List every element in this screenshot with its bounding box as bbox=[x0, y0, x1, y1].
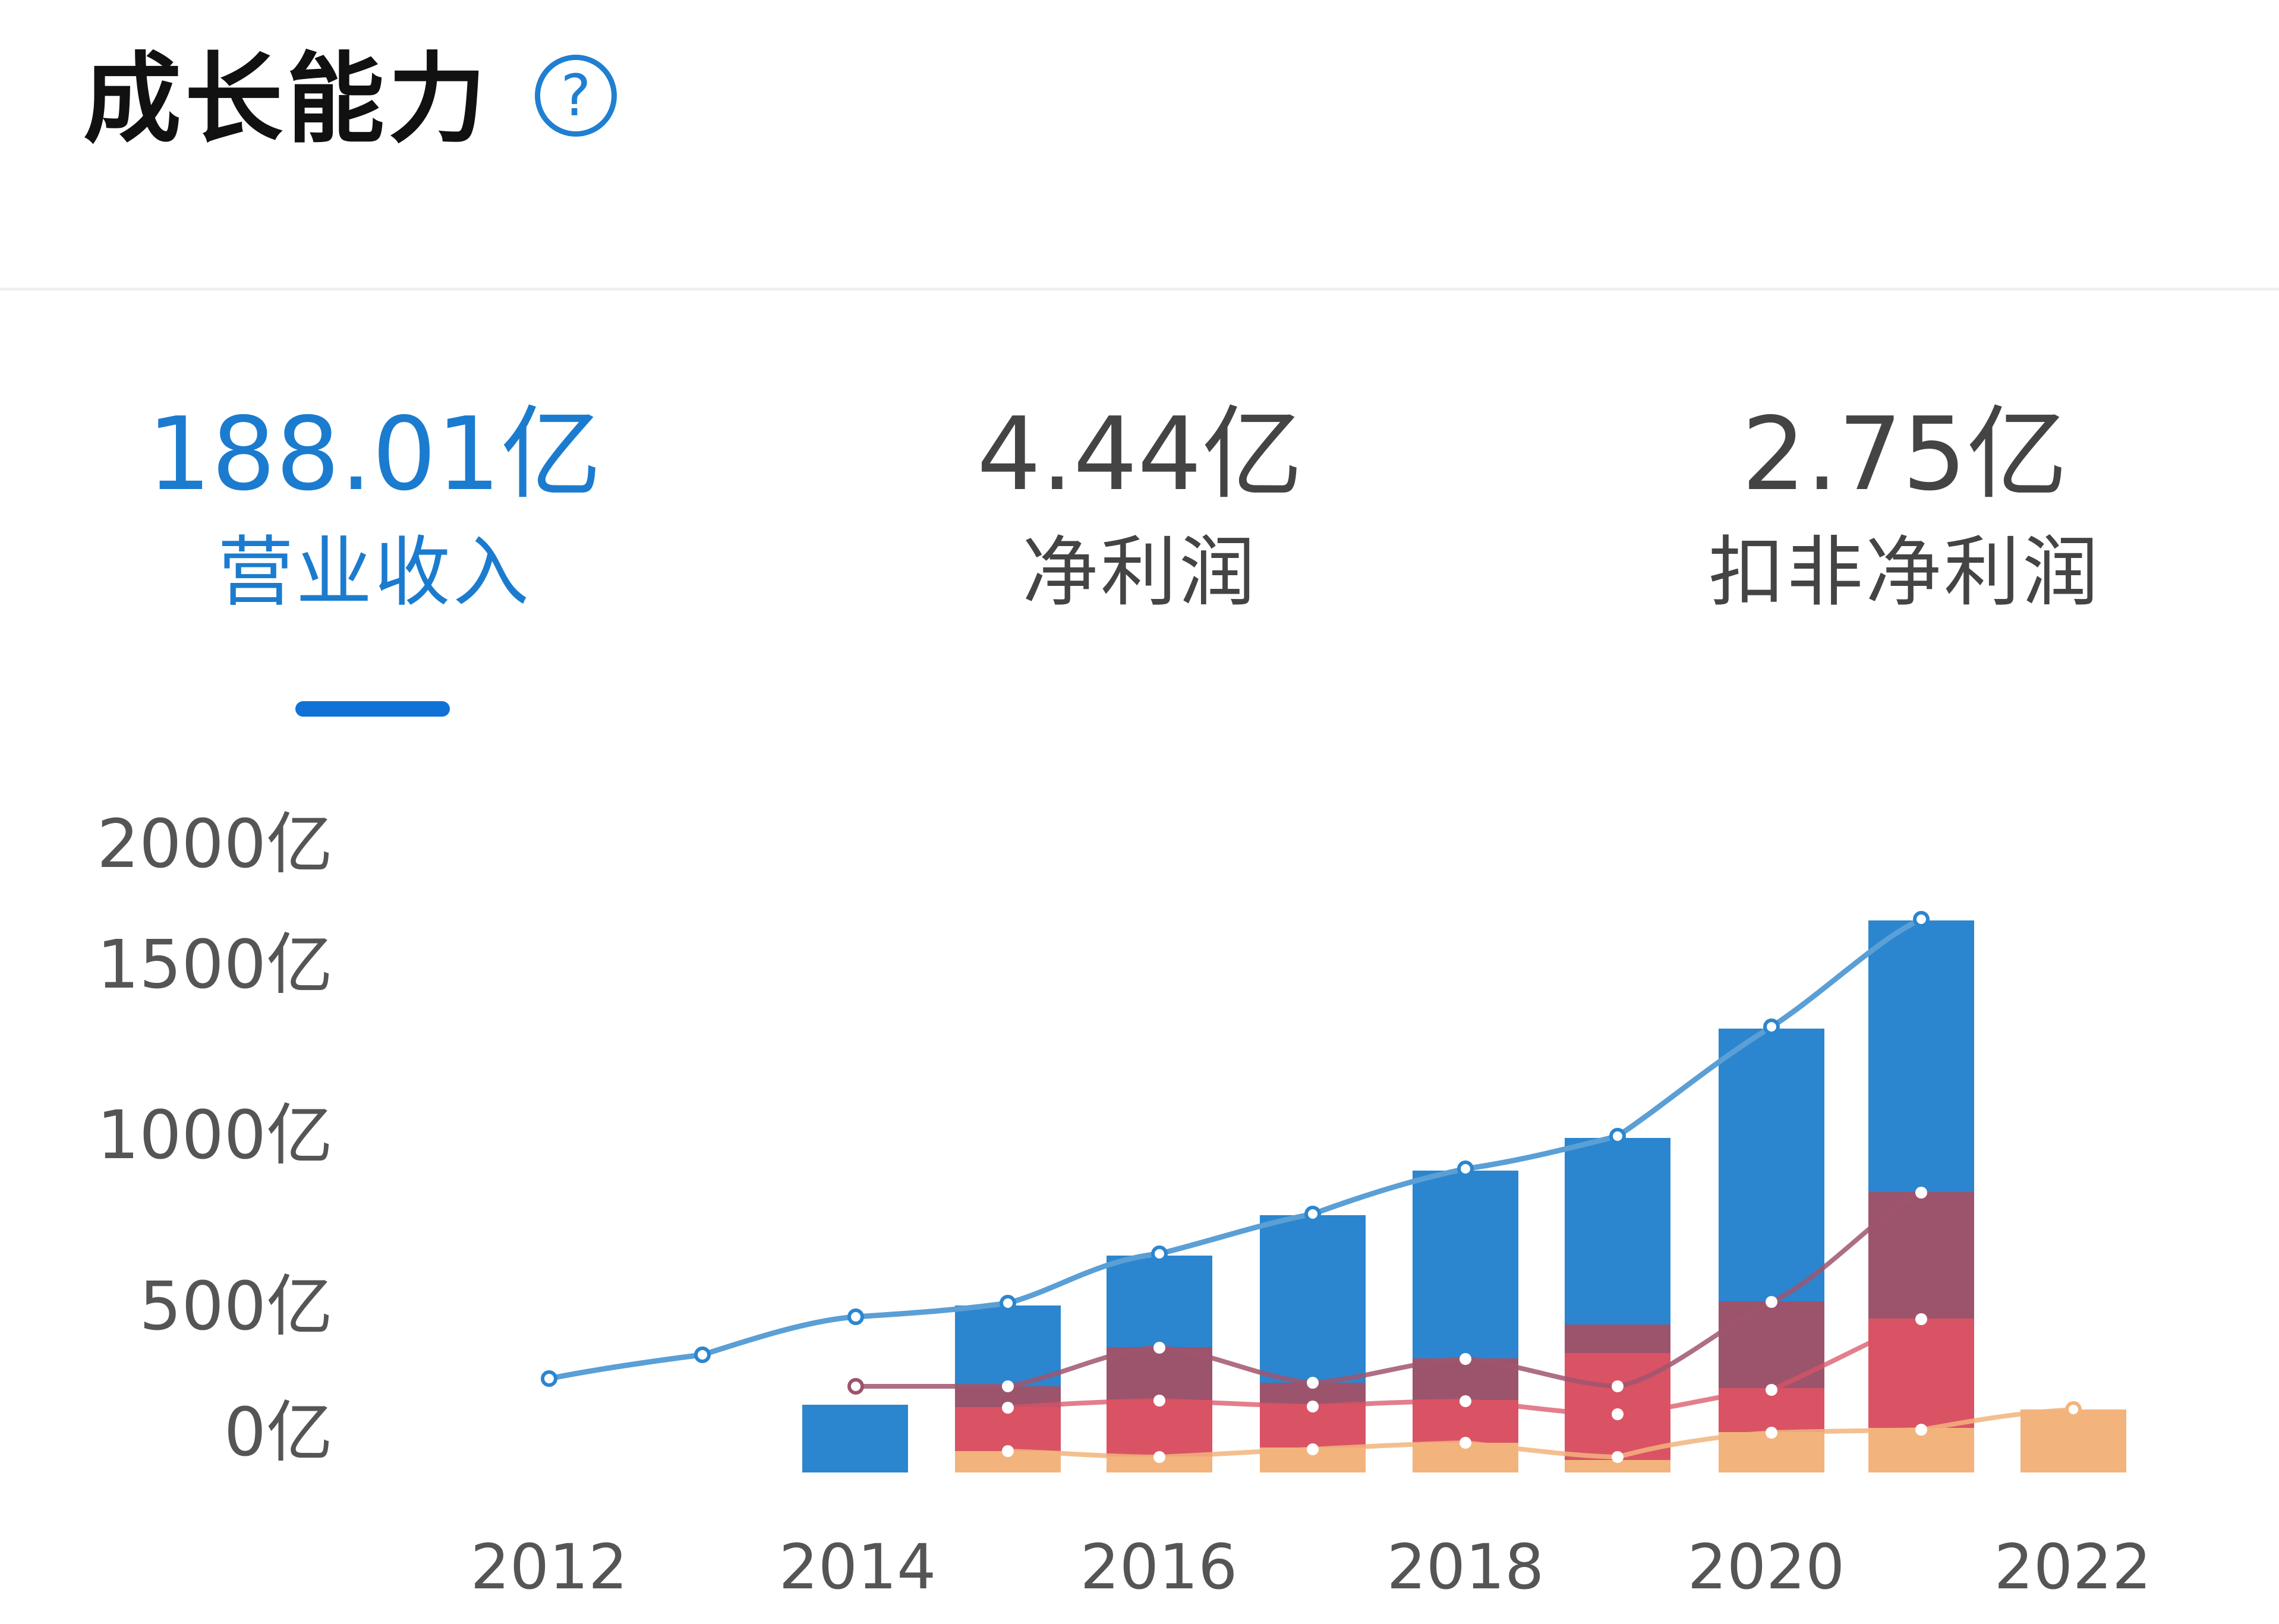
question-circle-icon[interactable]: ? bbox=[535, 55, 617, 137]
metric-label: 扣非净利润 bbox=[1708, 528, 2101, 617]
y-tick: 1500亿 bbox=[96, 926, 333, 1004]
metric-value: 2.75亿 bbox=[1741, 396, 2068, 513]
metric-value: 4.44亿 bbox=[976, 396, 1303, 513]
blue-line bbox=[549, 916, 1922, 1382]
divider bbox=[0, 288, 2279, 291]
section-title: 成长能力 bbox=[83, 42, 490, 156]
x-tick: 2022 bbox=[1994, 1531, 2152, 1603]
y-tick: 0亿 bbox=[223, 1394, 333, 1471]
tab-net-profit[interactable]: 4.44亿 净利润 bbox=[872, 404, 1407, 611]
metric-label: 营业收入 bbox=[217, 528, 531, 617]
tab-deducted-net-profit[interactable]: 2.75亿 扣非净利润 bbox=[1637, 404, 2172, 611]
bar-2018[interactable] bbox=[1413, 1171, 1518, 1472]
bar-2015[interactable] bbox=[955, 1305, 1061, 1472]
orange-marker-2022 bbox=[2065, 1401, 2082, 1418]
x-tick: 2020 bbox=[1687, 1531, 1845, 1603]
bar-2019[interactable] bbox=[1565, 1138, 1670, 1472]
white-markers bbox=[1002, 1187, 1927, 1463]
maroon-marker-2014 bbox=[847, 1378, 864, 1395]
bars bbox=[802, 920, 2126, 1472]
active-tab-indicator bbox=[295, 701, 450, 717]
bar-2014[interactable] bbox=[802, 1405, 908, 1472]
tab-revenue[interactable]: 188.01亿 营业收入 bbox=[107, 404, 642, 611]
bar-2016[interactable] bbox=[1107, 1256, 1212, 1472]
y-tick: 1000亿 bbox=[96, 1097, 333, 1174]
y-tick: 500亿 bbox=[139, 1268, 333, 1345]
orange-line bbox=[1007, 1407, 2074, 1460]
x-tick: 2014 bbox=[778, 1531, 937, 1603]
bar-2022[interactable] bbox=[2020, 1409, 2126, 1472]
bar-2020[interactable] bbox=[1719, 1029, 1824, 1472]
x-tick: 2016 bbox=[1080, 1531, 1238, 1603]
x-tick: 2012 bbox=[470, 1531, 628, 1603]
blue-markers bbox=[541, 911, 1930, 1387]
x-tick: 2018 bbox=[1386, 1531, 1544, 1603]
bar-2017[interactable] bbox=[1260, 1215, 1366, 1472]
y-tick: 2000亿 bbox=[96, 806, 333, 883]
metric-label: 净利润 bbox=[1022, 528, 1257, 617]
maroon-line bbox=[856, 1190, 1922, 1389]
metric-value: 188.01亿 bbox=[147, 396, 602, 513]
